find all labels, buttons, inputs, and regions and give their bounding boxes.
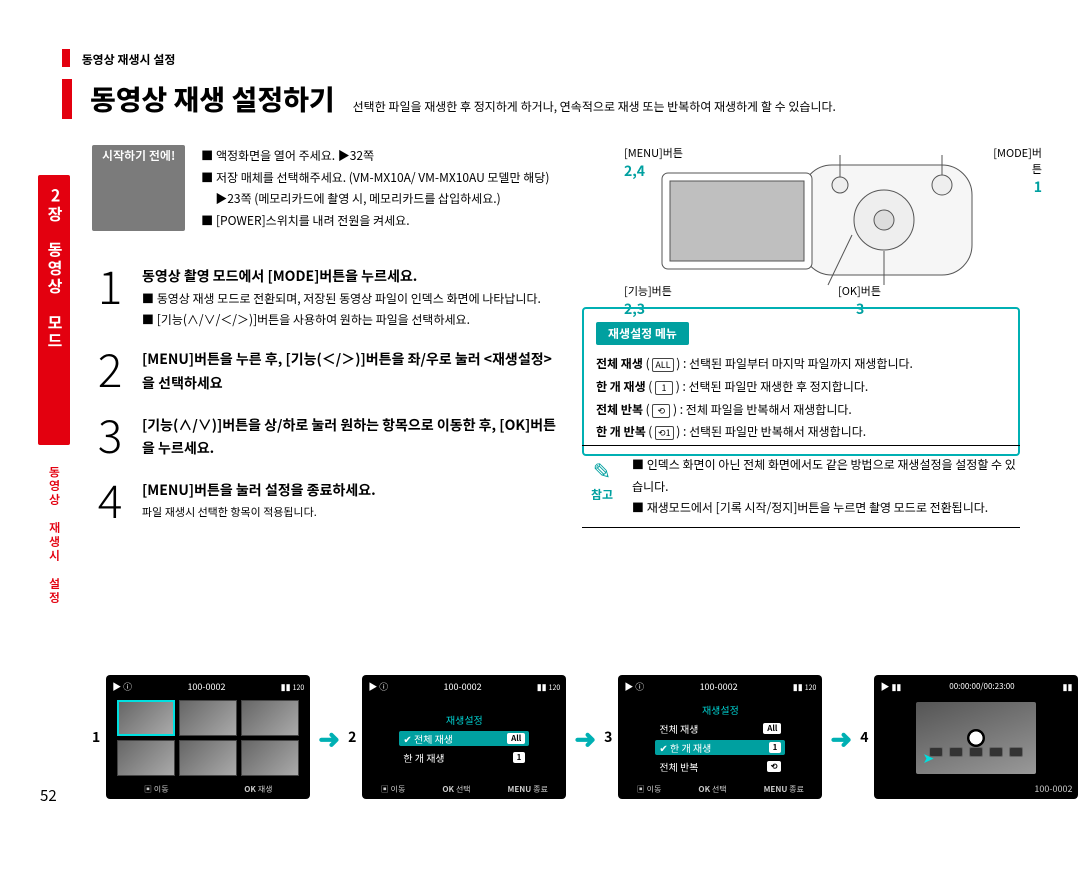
file-id: 100-0002: [1034, 782, 1072, 795]
step-heading: [MENU]버튼을 누른 후, [기능(＜/＞)]버튼을 좌/우로 눌러 <재생…: [142, 348, 562, 396]
battery-icon: ▮▮ 120: [537, 680, 561, 693]
lcd-screenshots-row: 1 ▶ ⓘ 100-0002 ▮▮ 120 ▣ 이동 OK 재생 ➜ 2: [92, 675, 1024, 799]
shot-2: 2 ▶ ⓘ 100-0002 ▮▮ 120 재생설정 ✔ 전체 재생All 한 …: [348, 675, 566, 799]
page-number: 52: [40, 785, 57, 806]
file-id: 100-0002: [444, 680, 482, 693]
lcd-screen: ▶ ⓘ 100-0002 ▮▮ 120 ▣ 이동 OK 재생: [106, 675, 310, 799]
step-heading: [기능(∧/∨)]버튼을 상/하로 눌러 원하는 항목으로 이동한 후, [OK…: [142, 414, 562, 462]
lcd-screen: ▶ ▮▮ 00:00:00/00:23:00 ▮▮ ➤ 100-0002: [874, 675, 1078, 799]
step-sub: [기능(∧/∨/＜/＞)]버튼을 사용하여 원하는 파일을 선택하세요.: [142, 311, 470, 328]
before-start-list: 액정화면을 열어 주세요. ▶32쪽 저장 매체를 선택해주세요. (VM-MX…: [201, 145, 549, 231]
step-sub: 동영상 재생 모드로 전환되며, 저장된 동영상 파일이 인덱스 화면에 나타납…: [142, 290, 541, 307]
label-menu-button: [MENU]버튼2,4: [624, 145, 683, 181]
title-row: 동영상 재생 설정하기 선택한 파일을 재생한 후 정지하게 하거나, 연속적으…: [62, 79, 1028, 119]
before-item: 저장 매체를 선택해주세요. (VM-MX10A/ VM-MX10AU 모델만 …: [201, 167, 549, 189]
shot-number: 3: [604, 727, 612, 747]
camcorder-svg: [652, 145, 982, 315]
playback-menu-box: 재생설정 메뉴 전체 재생 ( ALL ) : 선택된 파일부터 마지막 파일까…: [582, 307, 1020, 456]
rec-icon: ▶ ⓘ: [624, 680, 644, 693]
playback-controls: [929, 747, 1023, 757]
pencil-icon: ✎: [582, 454, 622, 486]
menu-row: 한 개 반복 ( ⟲1 ) : 선택된 파일만 반복해서 재생합니다.: [596, 421, 1006, 444]
step: 1 동영상 촬영 모드에서 [MODE]버튼을 누르세요. 동영상 재생 모드로…: [92, 265, 562, 330]
arrow-icon: ➜: [830, 719, 852, 756]
battery-icon: ▮▮: [1063, 680, 1073, 693]
note-body: 인덱스 화면이 아닌 전체 화면에서도 같은 방법으로 재생설정을 설정할 수 …: [632, 454, 1020, 519]
title-description: 선택한 파일을 재생한 후 정지하게 하거나, 연속적으로 재생 또는 반복하여…: [353, 98, 836, 119]
lcd-menu-row: ✔ 한 개 재생1: [655, 740, 785, 755]
playback-menu-title: 재생설정 메뉴: [596, 322, 689, 345]
playback-preview: ➤: [916, 702, 1036, 774]
step: 3 [기능(∧/∨)]버튼을 상/하로 눌러 원하는 항목으로 이동한 후, […: [92, 414, 562, 462]
play-icon: ▶ ▮▮: [880, 680, 901, 693]
chapter-tab-label: 2장 동영상 모드: [43, 187, 67, 349]
title-accent-bar: [62, 79, 72, 119]
lcd-menu-title: 재생설정: [446, 712, 483, 727]
section-vertical-label: 동영상 재생시 설정: [46, 465, 63, 605]
menu-row: 전체 반복 ( ⟲ ) : 전체 파일을 반복해서 재생합니다.: [596, 399, 1006, 422]
before-item: 액정화면을 열어 주세요. ▶32쪽: [201, 145, 549, 167]
breadcrumb: 동영상 재생시 설정: [62, 45, 1028, 69]
lcd-screen: ▶ ⓘ 100-0002 ▮▮ 120 재생설정 ✔ 전체 재생All 한 개 …: [362, 675, 566, 799]
rec-icon: ▶ ⓘ: [112, 680, 132, 693]
steps-list: 1 동영상 촬영 모드에서 [MODE]버튼을 누르세요. 동영상 재생 모드로…: [92, 265, 562, 521]
lcd-menu-row: 한 개 재생1: [399, 750, 529, 765]
lcd-menu-row: 전체 반복⟲: [655, 759, 785, 774]
shot-number: 4: [860, 727, 868, 747]
note-label: 참고: [591, 486, 613, 503]
step-number: 3: [92, 414, 128, 462]
label-mode-button: [MODE]버튼1: [990, 145, 1042, 197]
note-box: ✎ 참고 인덱스 화면이 아닌 전체 화면에서도 같은 방법으로 재생설정을 설…: [582, 445, 1020, 528]
file-id: 100-0002: [187, 680, 225, 693]
lcd-screen: ▶ ⓘ 100-0002 ▮▮ 120 재생설정 전체 재생All ✔ 한 개 …: [618, 675, 822, 799]
lcd-menu-row: 전체 재생All: [655, 721, 785, 736]
before-item: [POWER]스위치를 내려 전원을 켜세요.: [201, 210, 549, 232]
rec-icon: ▶ ⓘ: [368, 680, 388, 693]
step-heading: 동영상 촬영 모드에서 [MODE]버튼을 누르세요.: [142, 265, 541, 289]
note-icon: ✎ 참고: [582, 454, 622, 519]
step-sub: 파일 재생시 선택한 항목이 적용됩니다.: [142, 503, 376, 522]
step-number: 4: [92, 479, 128, 521]
step-number: 2: [92, 348, 128, 396]
note-line: 재생모드에서 [기록 시작/정지]버튼을 누르면 촬영 모드로 전환됩니다.: [632, 497, 1020, 519]
shot-1: 1 ▶ ⓘ 100-0002 ▮▮ 120 ▣ 이동 OK 재생: [92, 675, 310, 799]
shot-number: 1: [92, 727, 100, 747]
note-line: 인덱스 화면이 아닌 전체 화면에서도 같은 방법으로 재생설정을 설정할 수 …: [632, 454, 1020, 497]
camera-illustration: [MENU]버튼2,4 [MODE]버튼1 [기능]버튼2,3 [OK]버튼3: [582, 145, 1042, 325]
before-item-sub: ▶23쪽 (메모리카드에 촬영 시, 메모리카드를 삽입하세요.): [201, 188, 549, 210]
before-start-label: 시작하기 전에!: [92, 145, 185, 231]
arrow-icon: ➜: [574, 719, 596, 756]
battery-icon: ▮▮ 120: [793, 680, 817, 693]
step: 4 [MENU]버튼을 눌러 설정을 종료하세요. 파일 재생시 선택한 항목이…: [92, 479, 562, 521]
soccer-ball-icon: [967, 729, 985, 747]
lcd-menu-title: 재생설정: [702, 702, 739, 717]
step-number: 1: [92, 265, 128, 330]
menu-row: 한 개 재생 ( 1 ) : 선택된 파일만 재생한 후 정지합니다.: [596, 376, 1006, 399]
shot-number: 2: [348, 727, 356, 747]
page-title: 동영상 재생 설정하기: [90, 79, 335, 119]
lcd-menu-row: ✔ 전체 재생All: [399, 731, 529, 746]
shot-3: 3 ▶ ⓘ 100-0002 ▮▮ 120 재생설정 전체 재생All ✔ 한 …: [604, 675, 822, 799]
step-heading: [MENU]버튼을 눌러 설정을 종료하세요.: [142, 479, 376, 503]
crumb-accent-bar: [62, 49, 70, 67]
arrow-icon: ➜: [318, 719, 340, 756]
chapter-tab: 2장 동영상 모드: [38, 175, 70, 445]
timecode: 00:00:00/00:23:00: [949, 681, 1014, 692]
left-column: 시작하기 전에! 액정화면을 열어 주세요. ▶32쪽 저장 매체를 선택해주세…: [92, 145, 562, 540]
shot-4: 4 ▶ ▮▮ 00:00:00/00:23:00 ▮▮ ➤ 100-0002: [860, 675, 1078, 799]
file-id: 100-0002: [700, 680, 738, 693]
menu-row: 전체 재생 ( ALL ) : 선택된 파일부터 마지막 파일까지 재생합니다.: [596, 353, 1006, 376]
crumb-text: 동영상 재생시 설정: [82, 51, 176, 68]
step: 2 [MENU]버튼을 누른 후, [기능(＜/＞)]버튼을 좌/우로 눌러 <…: [92, 348, 562, 396]
battery-icon: ▮▮ 120: [281, 680, 305, 693]
